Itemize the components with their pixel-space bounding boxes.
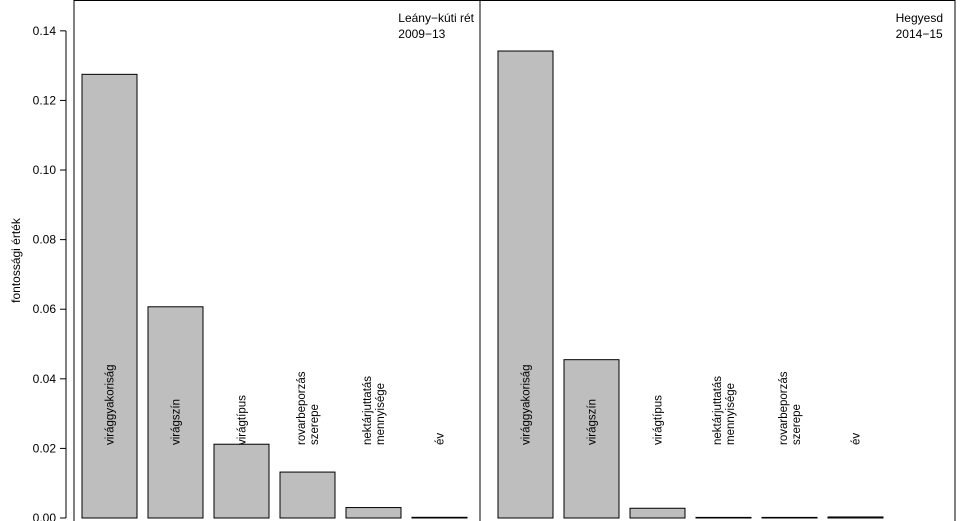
bar (761, 516, 818, 519)
panel-title-line: Leány−kúti rét (398, 11, 474, 25)
bar (213, 443, 270, 519)
y-axis: 0.00 0.02 0.04 0.06 0.08 0.10 0.12 0.14 (33, 24, 67, 521)
bar-label: virággyakoriság (105, 364, 117, 445)
bar-label: virágszín (171, 399, 183, 445)
bar-label: szerepe (791, 404, 803, 445)
bar (629, 507, 686, 519)
bar-label: év (435, 433, 447, 445)
panel-2: Hegyesd 2014−15 virággyakoriság virágszín vi… (479, 0, 956, 521)
bar (81, 73, 138, 519)
y-axis-title: fontossági érték (9, 217, 23, 303)
bar-label: nektárjuttatás (362, 376, 374, 445)
bar (279, 471, 336, 519)
bar-label: virágszín (587, 399, 599, 445)
panel-1: Leány−kúti rét 2009−13 virággyakoriság virá… (73, 0, 480, 521)
panel-title-line: Hegyesd (896, 11, 943, 25)
bar-label: virágtípus (237, 395, 249, 445)
y-tick-label: 0.02 (33, 441, 57, 455)
panel-title-line: 2014−15 (896, 27, 943, 41)
bar (147, 306, 204, 519)
bar-label: szerepe (309, 404, 321, 445)
bar (827, 516, 884, 519)
bar (345, 507, 402, 519)
y-tick-label: 0.00 (33, 511, 57, 521)
bar-label: rovarbeporzás (296, 371, 308, 445)
panel-title-line: 2009−13 (398, 27, 445, 41)
bar-label: virágtípus (653, 395, 665, 445)
chart-panels: Leány−kúti rét 2009−13 virággyakoriság virá… (73, 0, 956, 521)
bar-label: év (851, 433, 863, 445)
y-tick-label: 0.12 (33, 93, 57, 107)
bar (563, 359, 620, 519)
bar (695, 516, 752, 519)
y-tick-label: 0.04 (33, 372, 57, 386)
y-tick-label: 0.08 (33, 233, 57, 247)
bar-label: mennyisége (375, 383, 387, 445)
bar-label: virággyakoriság (521, 364, 533, 445)
bar-label: mennyisége (725, 383, 737, 445)
y-tick-label: 0.06 (33, 302, 57, 316)
y-tick-label: 0.14 (33, 24, 57, 38)
bar (411, 516, 468, 519)
bar-label: rovarbeporzás (778, 371, 790, 445)
y-tick-label: 0.10 (33, 163, 57, 177)
bar (497, 50, 554, 519)
bar-label: nektárjuttatás (712, 376, 724, 445)
